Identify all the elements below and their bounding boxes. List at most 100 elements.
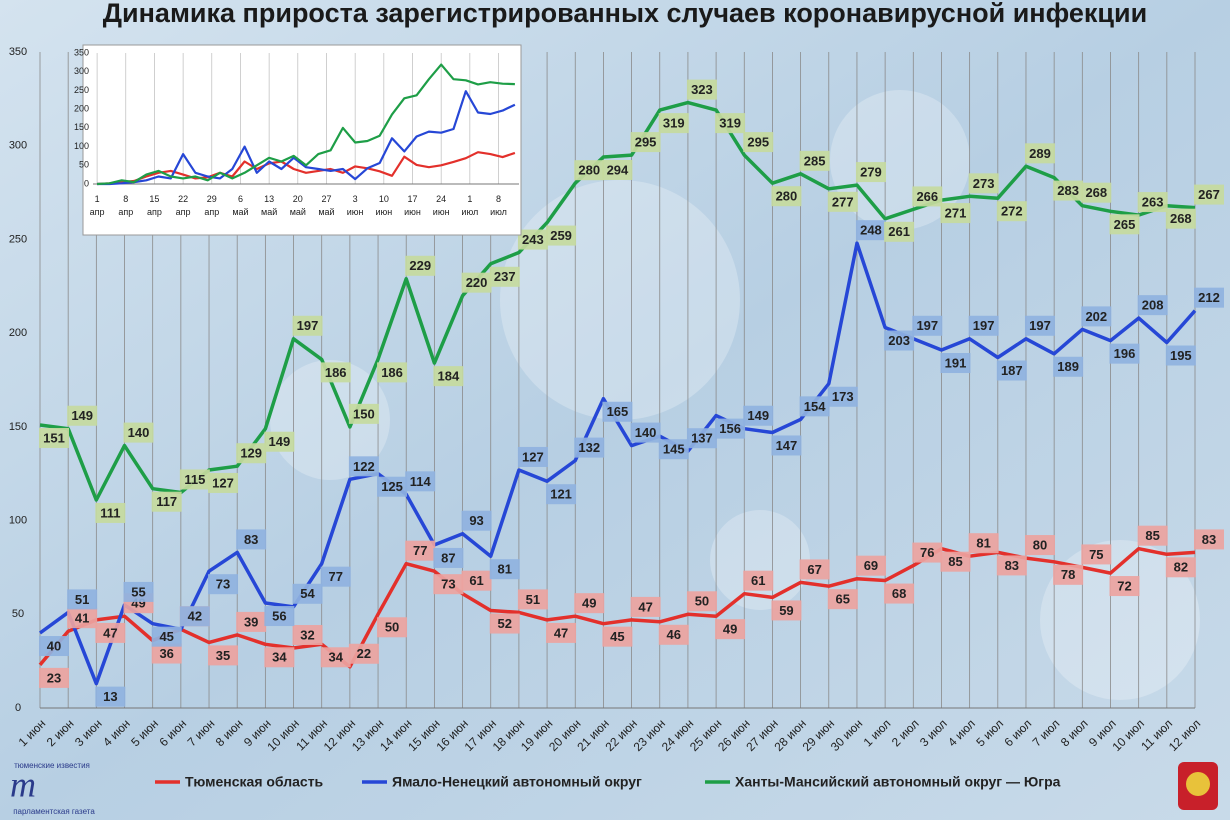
x-tick-label: 13 май [261,194,277,217]
data-label: 93 [469,513,483,528]
data-label-box [208,472,239,493]
data-label: 237 [494,269,516,284]
data-label-box [658,439,689,460]
data-label-box [602,159,633,180]
x-tick-label: 3 июн [347,194,364,217]
data-label-box [348,456,379,477]
data-label-box [968,533,999,554]
data-label-box [292,315,323,336]
data-label-box [264,606,295,627]
data-label: 50 [695,594,709,609]
data-label-box [771,435,802,456]
x-tick-label: 10 июн [375,194,392,217]
series-line [97,63,515,186]
data-label: 197 [297,318,319,333]
data-label-box [67,589,98,610]
data-label: 129 [240,446,262,461]
inset-plot: 0 50 100 150 200 250 300 350 1 апр 8 апр 15 апр 22 апр 2… [74,47,519,217]
data-label: 259 [550,228,572,243]
data-label-box [264,647,295,668]
data-label: 85 [948,554,962,569]
data-label-box [377,476,408,497]
data-label: 73 [216,577,230,592]
data-label-box [1053,564,1084,585]
data-label: 34 [272,650,287,665]
data-label: 67 [807,562,821,577]
data-label: 117 [156,494,177,509]
data-label: 295 [747,135,769,150]
chart-title: Динамика прироста зарегистрированных слу… [103,0,1147,28]
data-label-box [1024,535,1055,556]
data-label: 54 [300,586,315,601]
data-label-box [377,617,408,638]
inset-frame [82,44,522,236]
data-label: 81 [976,536,990,551]
data-label: 122 [353,459,375,474]
data-label: 45 [610,629,624,644]
x-tick-label: 17 июн [404,194,421,217]
legend-label: Ханты-Мансийский автономный округ — Югра [735,774,1061,790]
data-label-box [855,555,886,576]
data-label-box [912,315,943,336]
data-label: 78 [1061,567,1075,582]
data-label-box [799,396,830,417]
data-label-box [630,422,661,443]
data-label: 154 [804,399,826,414]
data-label-box [715,113,746,134]
series-line [39,100,1196,502]
data-label: 82 [1174,560,1188,575]
data-label-box [1194,529,1224,550]
data-label: 196 [1114,346,1136,361]
y-tick-label: 350 [9,46,27,58]
data-label: 285 [804,153,826,168]
data-label-box [39,427,69,448]
data-label: 186 [325,365,347,380]
data-label-box [236,529,267,550]
data-label-box [1137,525,1168,546]
data-label-box [686,591,717,612]
data-label: 149 [269,434,291,449]
data-label-box [686,79,717,100]
data-label: 202 [1085,309,1107,324]
data-label-box [546,484,577,505]
data-label-box [996,555,1027,576]
data-label: 187 [1001,363,1023,378]
data-label-box [1053,356,1084,377]
y-tick-label: 300 [9,140,27,152]
data-label-box [377,362,408,383]
data-label: 45 [159,629,173,644]
data-label-box [179,606,210,627]
data-label: 280 [578,163,600,178]
data-label: 49 [582,596,596,611]
data-label-box [123,581,154,602]
y-tick-label: 50 [79,160,89,170]
x-tick-label: 29 апр [204,194,219,217]
data-label: 35 [216,648,230,663]
data-label-box [574,593,605,614]
data-label-box [95,622,126,643]
data-label: 140 [128,425,150,440]
data-label: 319 [663,116,685,131]
data-label-box [574,437,605,458]
data-label: 42 [188,609,202,624]
data-label: 52 [497,616,511,631]
data-label: 272 [1001,204,1023,219]
data-label: 41 [75,611,89,626]
data-label-box [968,173,999,194]
data-label: 147 [776,438,798,453]
data-label-box [39,636,69,657]
x-tick-label: 15 апр [147,194,162,217]
data-label: 220 [466,275,488,290]
data-label-box [602,626,633,647]
data-label-box [602,401,633,422]
data-label: 271 [945,206,967,221]
data-label-box [912,186,943,207]
data-label: 265 [1114,217,1136,232]
data-label-box [320,566,351,587]
data-label-box [320,362,351,383]
data-label-box [1165,208,1196,229]
y-tick-label: 0 [84,178,89,188]
data-label-box [461,570,492,591]
data-label: 203 [888,333,910,348]
data-label: 39 [244,614,258,629]
